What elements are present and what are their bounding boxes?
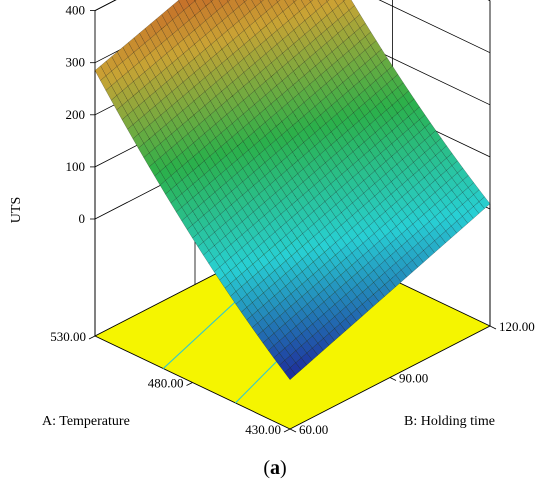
x-tick-mark (186, 382, 193, 386)
z-tick-label: 100 (66, 159, 86, 174)
y-tick-label: 60.00 (299, 422, 328, 437)
y-tick-mark (289, 428, 297, 433)
y-axis-title: B: Holding time (404, 414, 495, 429)
y-tick-label: 90.00 (399, 371, 428, 386)
x-axis-title: A: Temperature (42, 414, 130, 429)
x-tick-mark (283, 428, 291, 433)
axis-labels: 0 100 200 300 400 430.00 480.00 530.00 60.00 90.0… (50, 3, 535, 437)
z-tick-label: 0 (79, 211, 86, 226)
y-tick-mark (389, 377, 397, 381)
y-tick-label: 120.00 (499, 319, 535, 334)
x-tick-label: 530.00 (50, 329, 86, 344)
y-tick-mark (489, 325, 497, 330)
surface-cell (284, 367, 296, 380)
response-surface (94, 0, 491, 380)
x-tick-label: 430.00 (245, 422, 281, 437)
z-axis-title: UTS (9, 197, 24, 223)
x-tick-mark (88, 335, 96, 340)
z-tick-label: 200 (66, 107, 86, 122)
figure-caption: (a) (263, 457, 286, 479)
z-tick-label: 400 (66, 3, 86, 18)
x-tick-label: 480.00 (148, 376, 184, 391)
z-tick-label: 300 (66, 55, 86, 70)
